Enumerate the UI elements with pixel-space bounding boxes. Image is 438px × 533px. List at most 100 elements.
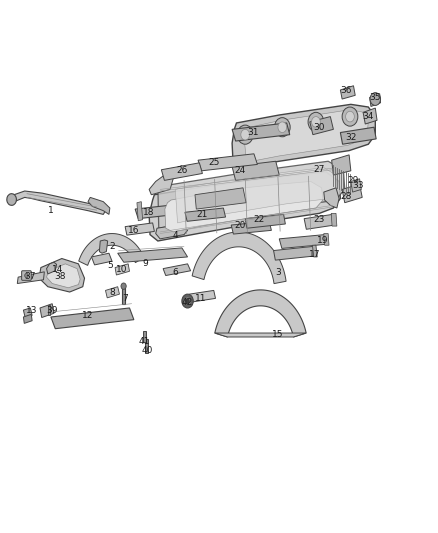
- Ellipse shape: [7, 193, 16, 205]
- Polygon shape: [39, 259, 85, 292]
- Polygon shape: [125, 223, 154, 235]
- Polygon shape: [244, 110, 368, 161]
- Polygon shape: [245, 214, 286, 228]
- Polygon shape: [279, 235, 327, 248]
- Circle shape: [241, 130, 250, 140]
- Polygon shape: [274, 246, 316, 260]
- FancyBboxPatch shape: [21, 271, 31, 280]
- Polygon shape: [331, 213, 337, 226]
- Text: 16: 16: [128, 226, 140, 235]
- Text: 26: 26: [176, 166, 187, 175]
- Polygon shape: [88, 197, 110, 214]
- Text: 42: 42: [182, 298, 193, 307]
- Polygon shape: [342, 184, 362, 203]
- Polygon shape: [106, 287, 120, 298]
- Text: 10: 10: [117, 265, 128, 273]
- Polygon shape: [232, 123, 290, 141]
- Text: 6: 6: [173, 269, 178, 277]
- Circle shape: [25, 273, 28, 278]
- Text: 34: 34: [363, 112, 374, 121]
- Text: 7: 7: [122, 294, 128, 303]
- Text: 38: 38: [54, 272, 65, 280]
- Text: 22: 22: [254, 215, 265, 224]
- Polygon shape: [165, 181, 323, 232]
- Polygon shape: [79, 233, 144, 265]
- Polygon shape: [158, 161, 345, 228]
- Polygon shape: [370, 94, 381, 107]
- Circle shape: [278, 122, 287, 133]
- Circle shape: [308, 112, 324, 132]
- Polygon shape: [51, 308, 134, 329]
- Circle shape: [182, 294, 193, 308]
- Polygon shape: [351, 179, 361, 192]
- Polygon shape: [195, 188, 246, 209]
- Text: 21: 21: [197, 210, 208, 219]
- Polygon shape: [118, 248, 187, 262]
- Polygon shape: [155, 224, 187, 239]
- Text: 37: 37: [25, 272, 36, 280]
- Text: 30: 30: [314, 123, 325, 132]
- Polygon shape: [310, 117, 333, 135]
- Polygon shape: [192, 232, 286, 284]
- Text: 23: 23: [313, 215, 324, 224]
- Polygon shape: [135, 204, 186, 219]
- Polygon shape: [17, 272, 44, 284]
- Polygon shape: [163, 264, 191, 276]
- Polygon shape: [99, 240, 108, 253]
- Text: 17: 17: [309, 251, 321, 260]
- Text: 32: 32: [345, 133, 357, 142]
- Text: 18: 18: [142, 208, 154, 217]
- Polygon shape: [10, 191, 106, 214]
- Polygon shape: [198, 154, 258, 171]
- Polygon shape: [232, 161, 279, 180]
- Circle shape: [275, 118, 290, 137]
- Polygon shape: [340, 86, 355, 99]
- Text: 1: 1: [48, 206, 54, 215]
- Polygon shape: [149, 165, 184, 195]
- Polygon shape: [149, 172, 340, 241]
- Circle shape: [346, 111, 354, 122]
- Polygon shape: [304, 214, 335, 229]
- Text: 5: 5: [107, 261, 113, 270]
- Circle shape: [311, 117, 320, 127]
- Text: 33: 33: [352, 181, 364, 190]
- Bar: [122, 288, 125, 304]
- Text: 35: 35: [370, 93, 381, 102]
- Text: 15: 15: [272, 330, 284, 339]
- Polygon shape: [23, 308, 32, 318]
- Text: 13: 13: [26, 305, 38, 314]
- Bar: [145, 340, 148, 353]
- Circle shape: [121, 283, 126, 289]
- Polygon shape: [189, 290, 215, 302]
- Text: 11: 11: [195, 294, 206, 303]
- Text: 19: 19: [317, 237, 328, 246]
- Text: 24: 24: [234, 166, 246, 175]
- Text: 4: 4: [173, 231, 178, 240]
- Polygon shape: [46, 264, 80, 288]
- Text: 14: 14: [52, 265, 63, 273]
- Polygon shape: [46, 262, 57, 274]
- Circle shape: [237, 125, 253, 144]
- Polygon shape: [312, 245, 317, 257]
- Polygon shape: [231, 221, 272, 234]
- Polygon shape: [115, 264, 130, 275]
- Polygon shape: [161, 163, 202, 180]
- Polygon shape: [215, 290, 306, 337]
- Text: 12: 12: [82, 311, 94, 320]
- Text: 29: 29: [348, 176, 359, 185]
- Text: 20: 20: [234, 221, 246, 230]
- Circle shape: [342, 107, 358, 126]
- Text: 3: 3: [275, 269, 281, 277]
- Polygon shape: [324, 233, 329, 245]
- Polygon shape: [215, 333, 306, 337]
- Polygon shape: [340, 127, 376, 144]
- Bar: [143, 332, 146, 342]
- Polygon shape: [23, 314, 32, 324]
- Text: 2: 2: [109, 242, 115, 251]
- Text: 8: 8: [109, 287, 115, 296]
- Polygon shape: [363, 108, 377, 124]
- Circle shape: [185, 298, 190, 304]
- Text: 41: 41: [138, 337, 150, 346]
- Text: 25: 25: [208, 158, 219, 167]
- Polygon shape: [332, 155, 351, 175]
